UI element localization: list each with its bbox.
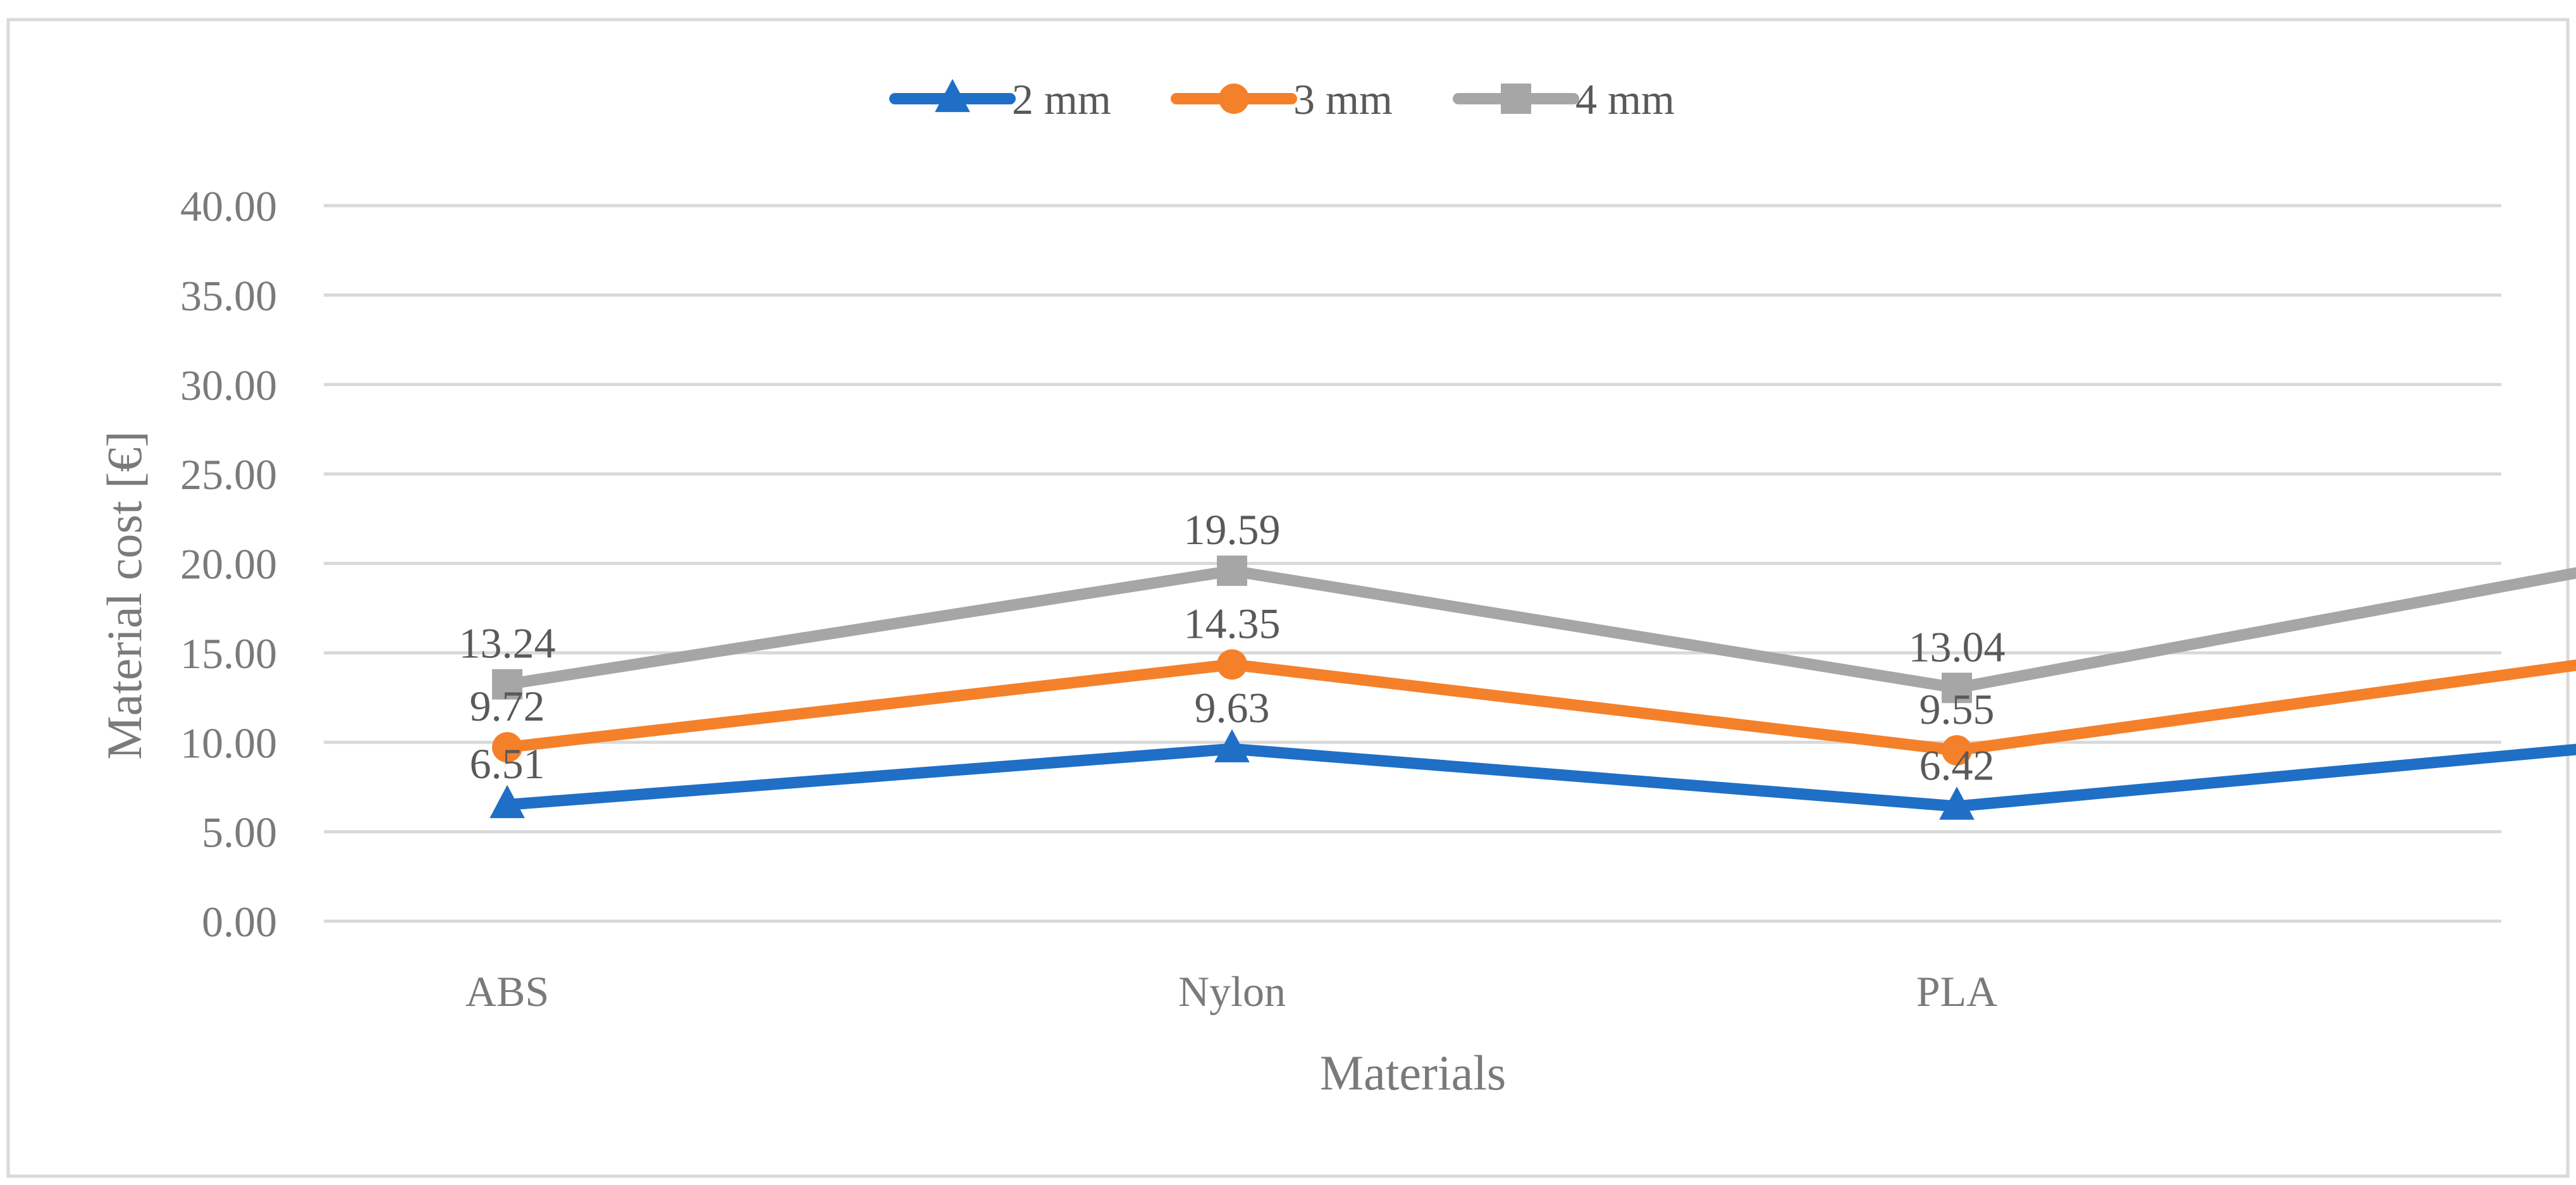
data-point-marker: [492, 732, 522, 763]
data-label: 9.63: [1195, 684, 1270, 732]
legend-marker: [1219, 84, 1249, 114]
y-axis-title: Material cost [€]: [97, 431, 152, 760]
series-lines: [490, 555, 2576, 820]
legend-marker: [935, 78, 970, 113]
data-point-marker: [1217, 555, 1247, 586]
y-tick-label: 0.00: [202, 898, 277, 946]
y-tick-label: 25.00: [180, 450, 277, 499]
x-tick-label: PLA: [1916, 967, 1997, 1015]
chart-border: [6, 18, 2570, 1178]
data-point-marker: [1939, 786, 1975, 820]
y-tick-label: 35.00: [180, 271, 277, 320]
data-label: 9.72: [470, 682, 545, 730]
data-labels: 6.519.636.4210.1417.3319.989.7214.359.55…: [459, 506, 2006, 789]
legend-label: 4 mm: [1575, 75, 1675, 123]
legend: 2 mm 3 mm 4 mm: [889, 75, 1675, 123]
data-label: 6.51: [470, 740, 545, 788]
data-label: 13.04: [1909, 623, 2006, 671]
series-line-4-mm: [502, 565, 2576, 694]
data-point-marker: [1942, 673, 1972, 704]
y-tick-label: 20.00: [180, 540, 277, 588]
data-point-marker: [1942, 735, 1972, 766]
data-point-marker: [1217, 649, 1247, 680]
data-label: 19.59: [1184, 506, 1281, 554]
series-line-2-mm: [502, 743, 2576, 812]
y-axis-ticks: 0.00 5.00 10.00 15.00 20.00 25.00 30.00 35.00 40…: [180, 182, 277, 946]
series-line-3-mm: [502, 659, 2576, 756]
x-tick-label: Nylon: [1178, 967, 1286, 1015]
data-point-marker: [492, 669, 522, 700]
y-tick-label: 40.00: [180, 182, 277, 230]
legend-label: 3 mm: [1293, 75, 1393, 123]
x-tick-label: ABS: [465, 967, 549, 1015]
x-axis-ticks: ABSNylonPLAPCPA6-GF25PA6-CF20: [465, 967, 1997, 1015]
data-point-marker: [490, 785, 525, 819]
legend-marker: [1501, 84, 1531, 114]
data-label: 14.35: [1184, 599, 1281, 647]
data-label: 6.42: [1920, 741, 1995, 789]
data-point-marker: [1214, 729, 1250, 762]
y-tick-label: 15.00: [180, 630, 277, 678]
legend-label: 2 mm: [1012, 75, 1111, 123]
y-tick-label: 5.00: [202, 809, 277, 857]
data-label: 13.24: [459, 619, 556, 667]
data-label: 9.55: [1920, 685, 1995, 733]
y-tick-label: 10.00: [180, 719, 277, 767]
x-axis-title: Materials: [1320, 1045, 1507, 1100]
y-tick-label: 30.00: [180, 361, 277, 409]
